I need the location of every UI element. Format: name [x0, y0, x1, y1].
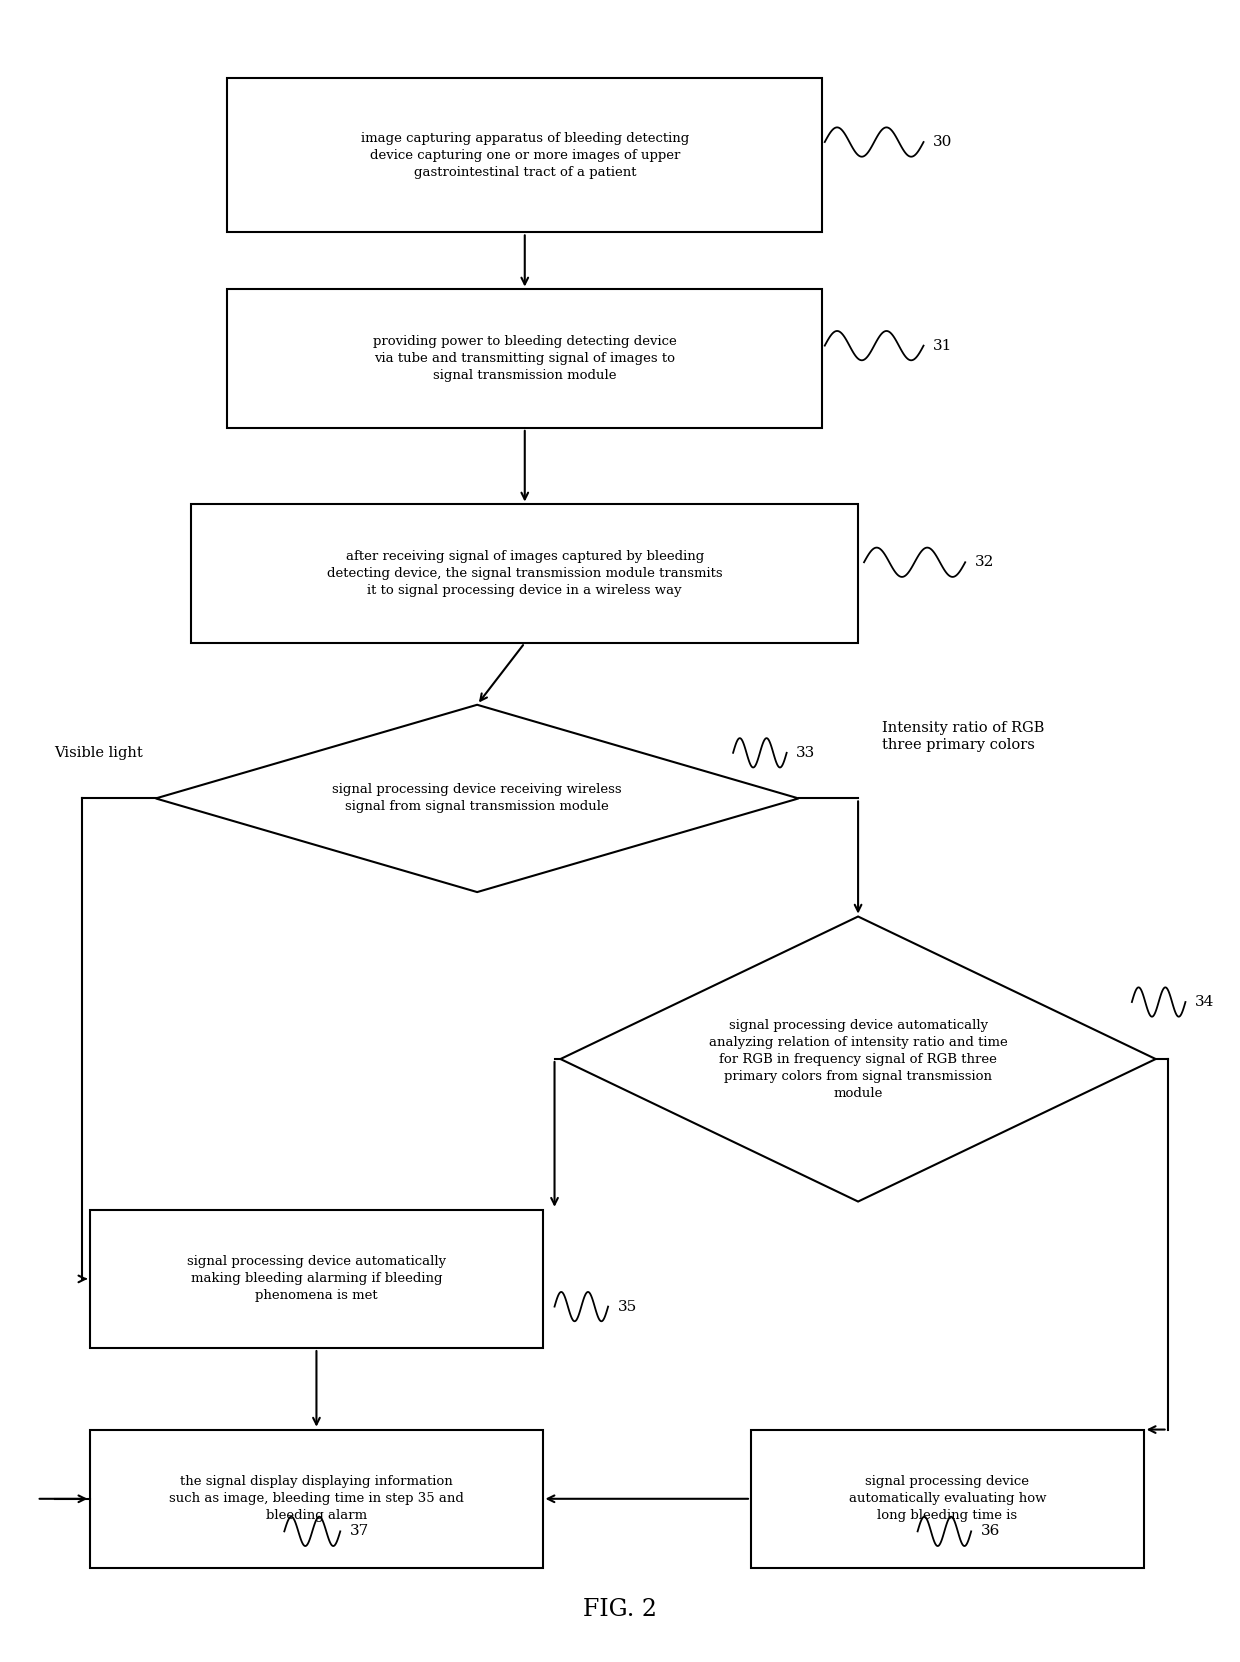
FancyBboxPatch shape — [191, 505, 858, 643]
Text: Intensity ratio of RGB
three primary colors: Intensity ratio of RGB three primary col… — [882, 721, 1044, 751]
Text: after receiving signal of images captured by bleeding
detecting device, the sign: after receiving signal of images capture… — [327, 550, 723, 597]
Text: 30: 30 — [932, 135, 952, 150]
Text: 32: 32 — [975, 555, 994, 570]
Text: 35: 35 — [618, 1300, 637, 1313]
Text: 34: 34 — [1195, 996, 1214, 1009]
Text: 31: 31 — [932, 339, 952, 352]
Text: signal processing device receiving wireless
signal from signal transmission modu: signal processing device receiving wirel… — [332, 783, 622, 813]
Text: the signal display displaying information
such as image, bleeding time in step 3: the signal display displaying informatio… — [169, 1476, 464, 1522]
Text: Visible light: Visible light — [55, 746, 144, 760]
FancyBboxPatch shape — [751, 1429, 1143, 1567]
FancyBboxPatch shape — [91, 1210, 543, 1348]
FancyBboxPatch shape — [91, 1429, 543, 1567]
Text: providing power to bleeding detecting device
via tube and transmitting signal of: providing power to bleeding detecting de… — [373, 336, 677, 382]
FancyBboxPatch shape — [227, 78, 822, 233]
Text: signal processing device
automatically evaluating how
long bleeding time is: signal processing device automatically e… — [848, 1476, 1047, 1522]
Polygon shape — [560, 916, 1156, 1202]
Text: FIG. 2: FIG. 2 — [583, 1599, 657, 1620]
Text: 37: 37 — [350, 1524, 370, 1539]
Text: image capturing apparatus of bleeding detecting
device capturing one or more ima: image capturing apparatus of bleeding de… — [361, 131, 689, 178]
Text: signal processing device automatically
making bleeding alarming if bleeding
phen: signal processing device automatically m… — [187, 1255, 446, 1303]
Text: 33: 33 — [796, 746, 816, 760]
Text: signal processing device automatically
analyzing relation of intensity ratio and: signal processing device automatically a… — [709, 1019, 1007, 1100]
FancyBboxPatch shape — [227, 289, 822, 427]
Polygon shape — [156, 705, 799, 892]
Text: 36: 36 — [981, 1524, 1001, 1539]
